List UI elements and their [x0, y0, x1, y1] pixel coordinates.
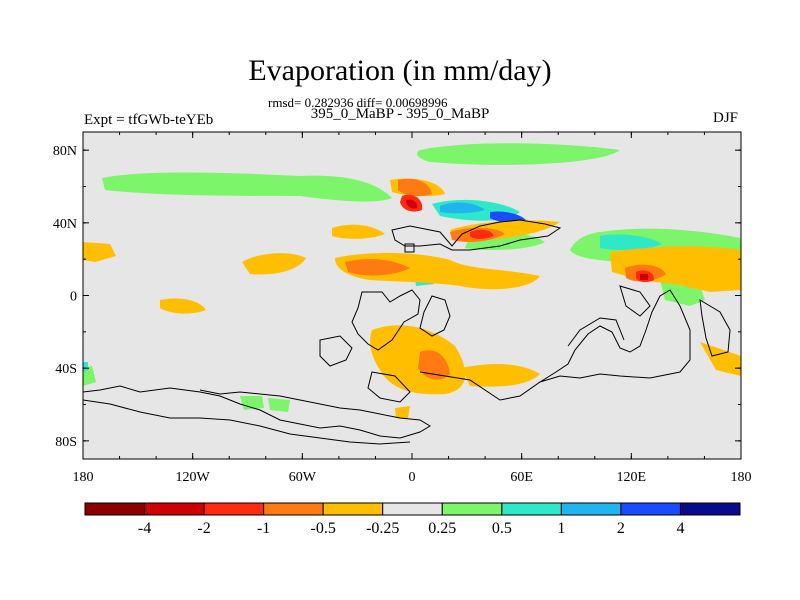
x-tick-label: 120W [176, 470, 211, 485]
shade-positive [600, 234, 662, 251]
x-tick-label: 60E [510, 470, 533, 485]
field-shading [83, 143, 741, 418]
colorbar-swatch [501, 502, 562, 516]
coastline [567, 317, 625, 347]
coastline [83, 399, 411, 445]
shade-negative [418, 350, 450, 380]
y-tick-label: 80N [53, 144, 77, 159]
shade-negative [242, 253, 306, 275]
shade-negative [640, 274, 648, 280]
colorbar-swatch [322, 502, 384, 516]
experiment-label: Expt = tfGWb-teYEb [84, 112, 214, 128]
shade-positive [490, 211, 526, 223]
colorbar-label: 0.5 [492, 520, 512, 537]
y-tick-label: 0 [70, 290, 77, 305]
shade-negative [462, 364, 540, 387]
shade-negative [398, 178, 432, 197]
shade-positive [102, 172, 392, 202]
shade-negative [332, 224, 385, 239]
x-tick-label: 180 [73, 470, 94, 485]
coastline [319, 335, 353, 367]
colorbar-label: -2 [197, 520, 210, 537]
colorbar-label: 4 [676, 520, 684, 537]
x-tick-label: 60W [289, 470, 317, 485]
x-tick-label: 120E [617, 470, 647, 485]
chart-title: Evaporation (in mm/day) [248, 54, 552, 87]
coastline [419, 289, 691, 401]
coastline [351, 289, 421, 351]
coastline [619, 285, 651, 317]
colorbar-label: -0.5 [311, 520, 336, 537]
colorbar-swatch [441, 502, 503, 516]
shade-negative [83, 242, 116, 262]
coastline [404, 243, 415, 253]
shade-positive [268, 398, 290, 412]
colorbar-swatch [382, 502, 443, 516]
coastline [83, 385, 431, 439]
coastline [367, 371, 411, 403]
shade-positive [440, 202, 485, 214]
shade-negative [160, 298, 206, 314]
colorbar-label: 1 [557, 520, 565, 537]
x-tick-label: 180 [731, 470, 752, 485]
colorbar-swatch [84, 502, 146, 516]
colorbar-swatch [203, 502, 265, 516]
y-tick-label: 80S [55, 435, 77, 450]
shade-positive [240, 396, 264, 410]
shade-positive [83, 366, 96, 386]
colorbar-swatch [560, 502, 622, 516]
shade-positive [83, 362, 88, 372]
coastlines [83, 219, 731, 445]
coastline [419, 295, 451, 337]
chart-subtitle: 395_0_MaBP - 395_0_MaBP [310, 106, 490, 122]
colorbar-label: -0.25 [366, 520, 399, 537]
colorbar-label: 2 [617, 520, 625, 537]
colorbar-swatch [620, 502, 681, 516]
x-tick-label: 0 [409, 470, 416, 485]
stats-text: rmsd= 0.282936 diff= 0.00698996 [268, 95, 448, 110]
season-label: DJF [712, 110, 738, 126]
colorbar: -4 -2 -1 -0.5 -0.25 0.25 0.5 1 2 4 [84, 502, 741, 537]
colorbar-label: 0.25 [428, 520, 456, 537]
shade-positive [417, 143, 620, 165]
coastline [391, 219, 562, 251]
colorbar-swatch [263, 502, 324, 516]
colorbar-label: -1 [257, 520, 270, 537]
coastline [699, 299, 731, 357]
shade-negative [406, 199, 418, 209]
axis-ticks: 180 120W 60W 0 60E 120E 180 80N 40N 0 40S 80S [53, 132, 752, 485]
colorbar-label: -4 [138, 520, 151, 537]
shade-negative [345, 259, 410, 276]
y-tick-label: 40N [53, 217, 77, 232]
y-tick-label: 40S [55, 362, 77, 377]
shade-negative [610, 246, 741, 292]
colorbar-swatch [679, 502, 741, 516]
colorbar-swatch [144, 502, 205, 516]
shade-negative [470, 229, 494, 239]
shade-negative [395, 406, 410, 418]
